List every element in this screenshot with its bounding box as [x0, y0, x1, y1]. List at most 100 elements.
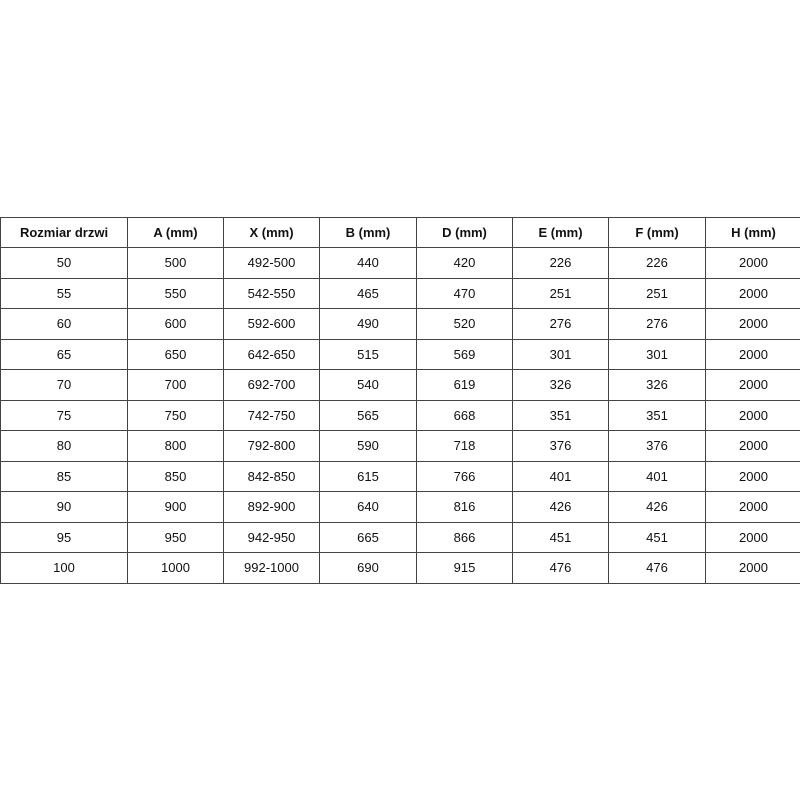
table-cell: 600 [127, 308, 224, 340]
table-row: 90 900 892-900 640 816 426 426 2000 [0, 491, 800, 523]
table-cell: 668 [416, 399, 513, 431]
table-cell: 70 [0, 369, 128, 401]
table-cell: 251 [608, 277, 706, 309]
table-cell: 800 [127, 430, 224, 462]
table-cell: 590 [319, 430, 417, 462]
table-cell: 866 [416, 521, 513, 553]
column-header: A (mm) [127, 217, 224, 248]
table-cell: 2000 [705, 369, 800, 401]
table-cell: 665 [319, 521, 417, 553]
table-cell: 540 [319, 369, 417, 401]
table-cell: 476 [608, 552, 706, 584]
table-cell: 565 [319, 399, 417, 431]
table-cell: 2000 [705, 430, 800, 462]
table-cell: 376 [608, 430, 706, 462]
table-cell: 2000 [705, 491, 800, 523]
table-cell: 326 [608, 369, 706, 401]
table-cell: 470 [416, 277, 513, 309]
table-cell: 276 [512, 308, 609, 340]
column-header: H (mm) [705, 217, 800, 248]
table-cell: 326 [512, 369, 609, 401]
table-row: 50 500 492-500 440 420 226 226 2000 [0, 247, 800, 279]
table-cell: 850 [127, 460, 224, 492]
table-cell: 842-850 [223, 460, 320, 492]
table-cell: 892-900 [223, 491, 320, 523]
table-row: 55 550 542-550 465 470 251 251 2000 [0, 277, 800, 309]
table-row: 60 600 592-600 490 520 276 276 2000 [0, 308, 800, 340]
column-header: F (mm) [608, 217, 706, 248]
table-cell: 2000 [705, 521, 800, 553]
column-header: E (mm) [512, 217, 609, 248]
table-cell: 2000 [705, 460, 800, 492]
header-row: Rozmiar drzwi A (mm) X (mm) B (mm) D (mm) E (… [0, 217, 800, 248]
table-row: 65 650 642-650 515 569 301 301 2000 [0, 338, 800, 370]
table-cell: 2000 [705, 338, 800, 370]
table-cell: 950 [127, 521, 224, 553]
table-cell: 692-700 [223, 369, 320, 401]
table-cell: 95 [0, 521, 128, 553]
table-cell: 615 [319, 460, 417, 492]
table-cell: 451 [608, 521, 706, 553]
table-cell: 2000 [705, 247, 800, 279]
table-cell: 642-650 [223, 338, 320, 370]
table-cell: 60 [0, 308, 128, 340]
table-cell: 426 [512, 491, 609, 523]
table-cell: 700 [127, 369, 224, 401]
table-cell: 766 [416, 460, 513, 492]
table-cell: 401 [608, 460, 706, 492]
table-cell: 592-600 [223, 308, 320, 340]
table-cell: 276 [608, 308, 706, 340]
table-cell: 992-1000 [223, 552, 320, 584]
table-row: 80 800 792-800 590 718 376 376 2000 [0, 430, 800, 462]
table-cell: 2000 [705, 399, 800, 431]
table-cell: 942-950 [223, 521, 320, 553]
table-cell: 2000 [705, 308, 800, 340]
table-cell: 640 [319, 491, 417, 523]
table-cell: 301 [608, 338, 706, 370]
table-cell: 65 [0, 338, 128, 370]
table-cell: 251 [512, 277, 609, 309]
table-cell: 900 [127, 491, 224, 523]
table-cell: 2000 [705, 552, 800, 584]
table-cell: 90 [0, 491, 128, 523]
table-cell: 465 [319, 277, 417, 309]
table-row: 95 950 942-950 665 866 451 451 2000 [0, 521, 800, 553]
table-cell: 550 [127, 277, 224, 309]
table-cell: 440 [319, 247, 417, 279]
table-row: 85 850 842-850 615 766 401 401 2000 [0, 460, 800, 492]
table-cell: 226 [512, 247, 609, 279]
table-row: 100 1000 992-1000 690 915 476 476 2000 [0, 552, 800, 584]
table-cell: 50 [0, 247, 128, 279]
column-header: Rozmiar drzwi [0, 217, 128, 248]
table-cell: 750 [127, 399, 224, 431]
table-cell: 490 [319, 308, 417, 340]
table-cell: 80 [0, 430, 128, 462]
table-cell: 515 [319, 338, 417, 370]
table-cell: 690 [319, 552, 417, 584]
table-cell: 520 [416, 308, 513, 340]
column-header: B (mm) [319, 217, 417, 248]
table-cell: 792-800 [223, 430, 320, 462]
table-cell: 650 [127, 338, 224, 370]
table-row: 75 750 742-750 565 668 351 351 2000 [0, 399, 800, 431]
table-cell: 569 [416, 338, 513, 370]
table-cell: 619 [416, 369, 513, 401]
table-cell: 401 [512, 460, 609, 492]
column-header: X (mm) [223, 217, 320, 248]
table-cell: 420 [416, 247, 513, 279]
table-cell: 301 [512, 338, 609, 370]
table-cell: 816 [416, 491, 513, 523]
table-cell: 2000 [705, 277, 800, 309]
table-cell: 426 [608, 491, 706, 523]
table-cell: 718 [416, 430, 513, 462]
table-cell: 75 [0, 399, 128, 431]
table-cell: 542-550 [223, 277, 320, 309]
table-cell: 55 [0, 277, 128, 309]
table-cell: 742-750 [223, 399, 320, 431]
table-cell: 915 [416, 552, 513, 584]
table-cell: 226 [608, 247, 706, 279]
table-row: 70 700 692-700 540 619 326 326 2000 [0, 369, 800, 401]
table-cell: 500 [127, 247, 224, 279]
table-cell: 492-500 [223, 247, 320, 279]
table-cell: 1000 [127, 552, 224, 584]
